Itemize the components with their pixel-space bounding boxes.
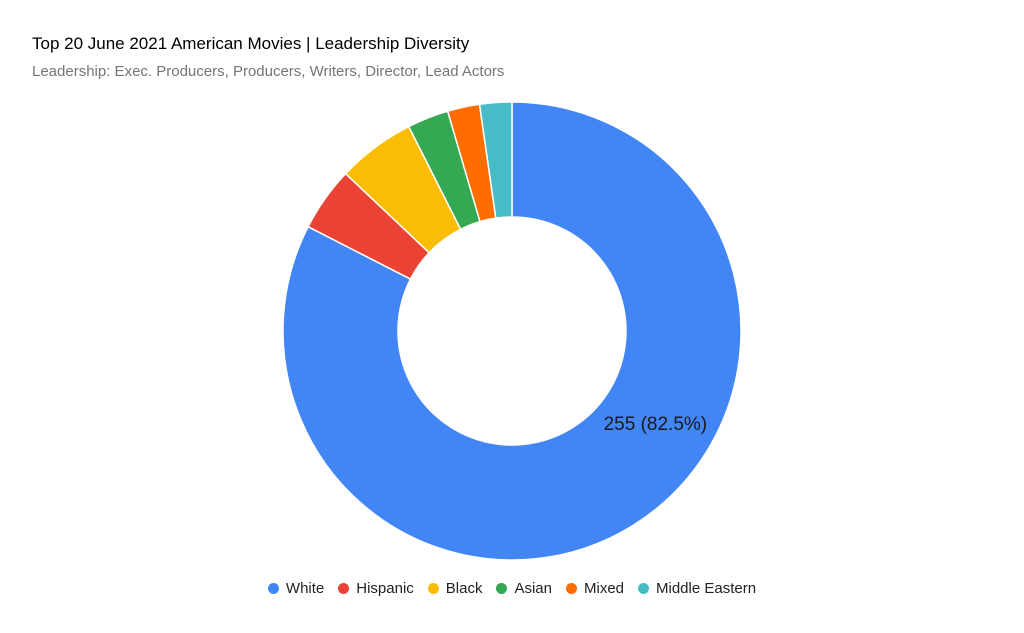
legend-swatch-hispanic <box>338 583 350 594</box>
donut-chart: 255 (82.5%) <box>282 101 742 561</box>
legend-swatch-middle-eastern <box>638 583 650 594</box>
legend-label-middle-eastern: Middle Eastern <box>656 580 757 597</box>
legend-label-black: Black <box>445 580 483 597</box>
chart-title: Top 20 June 2021 American Movies | Leade… <box>32 34 470 53</box>
chart-subtitle: Leadership: Exec. Producers, Producers, … <box>32 63 505 80</box>
legend-swatch-asian <box>496 583 508 594</box>
legend-swatch-mixed <box>566 583 577 594</box>
legend-item-asian[interactable]: Asian <box>496 580 552 597</box>
slice-data-label: 255 (82.5%) <box>604 414 708 435</box>
legend-label-mixed: Mixed <box>584 580 625 597</box>
slice-middle-eastern[interactable] <box>478 101 513 220</box>
legend-label-asian: Asian <box>514 580 552 597</box>
slice-white[interactable] <box>282 101 742 561</box>
legend-swatch-black <box>427 583 439 594</box>
legend-swatch-white <box>267 583 279 594</box>
legend-item-middle-eastern[interactable]: Middle Eastern <box>638 580 756 597</box>
legend-label-white: White <box>285 580 325 597</box>
legend-label-hispanic: Hispanic <box>356 580 414 597</box>
chart-legend: White Hispanic Black Asian Mixed Middle … <box>0 580 1024 597</box>
legend-item-white[interactable]: White <box>267 580 325 597</box>
legend-item-hispanic[interactable]: Hispanic <box>338 580 414 597</box>
legend-item-black[interactable]: Black <box>427 580 483 597</box>
legend-item-mixed[interactable]: Mixed <box>566 580 624 597</box>
